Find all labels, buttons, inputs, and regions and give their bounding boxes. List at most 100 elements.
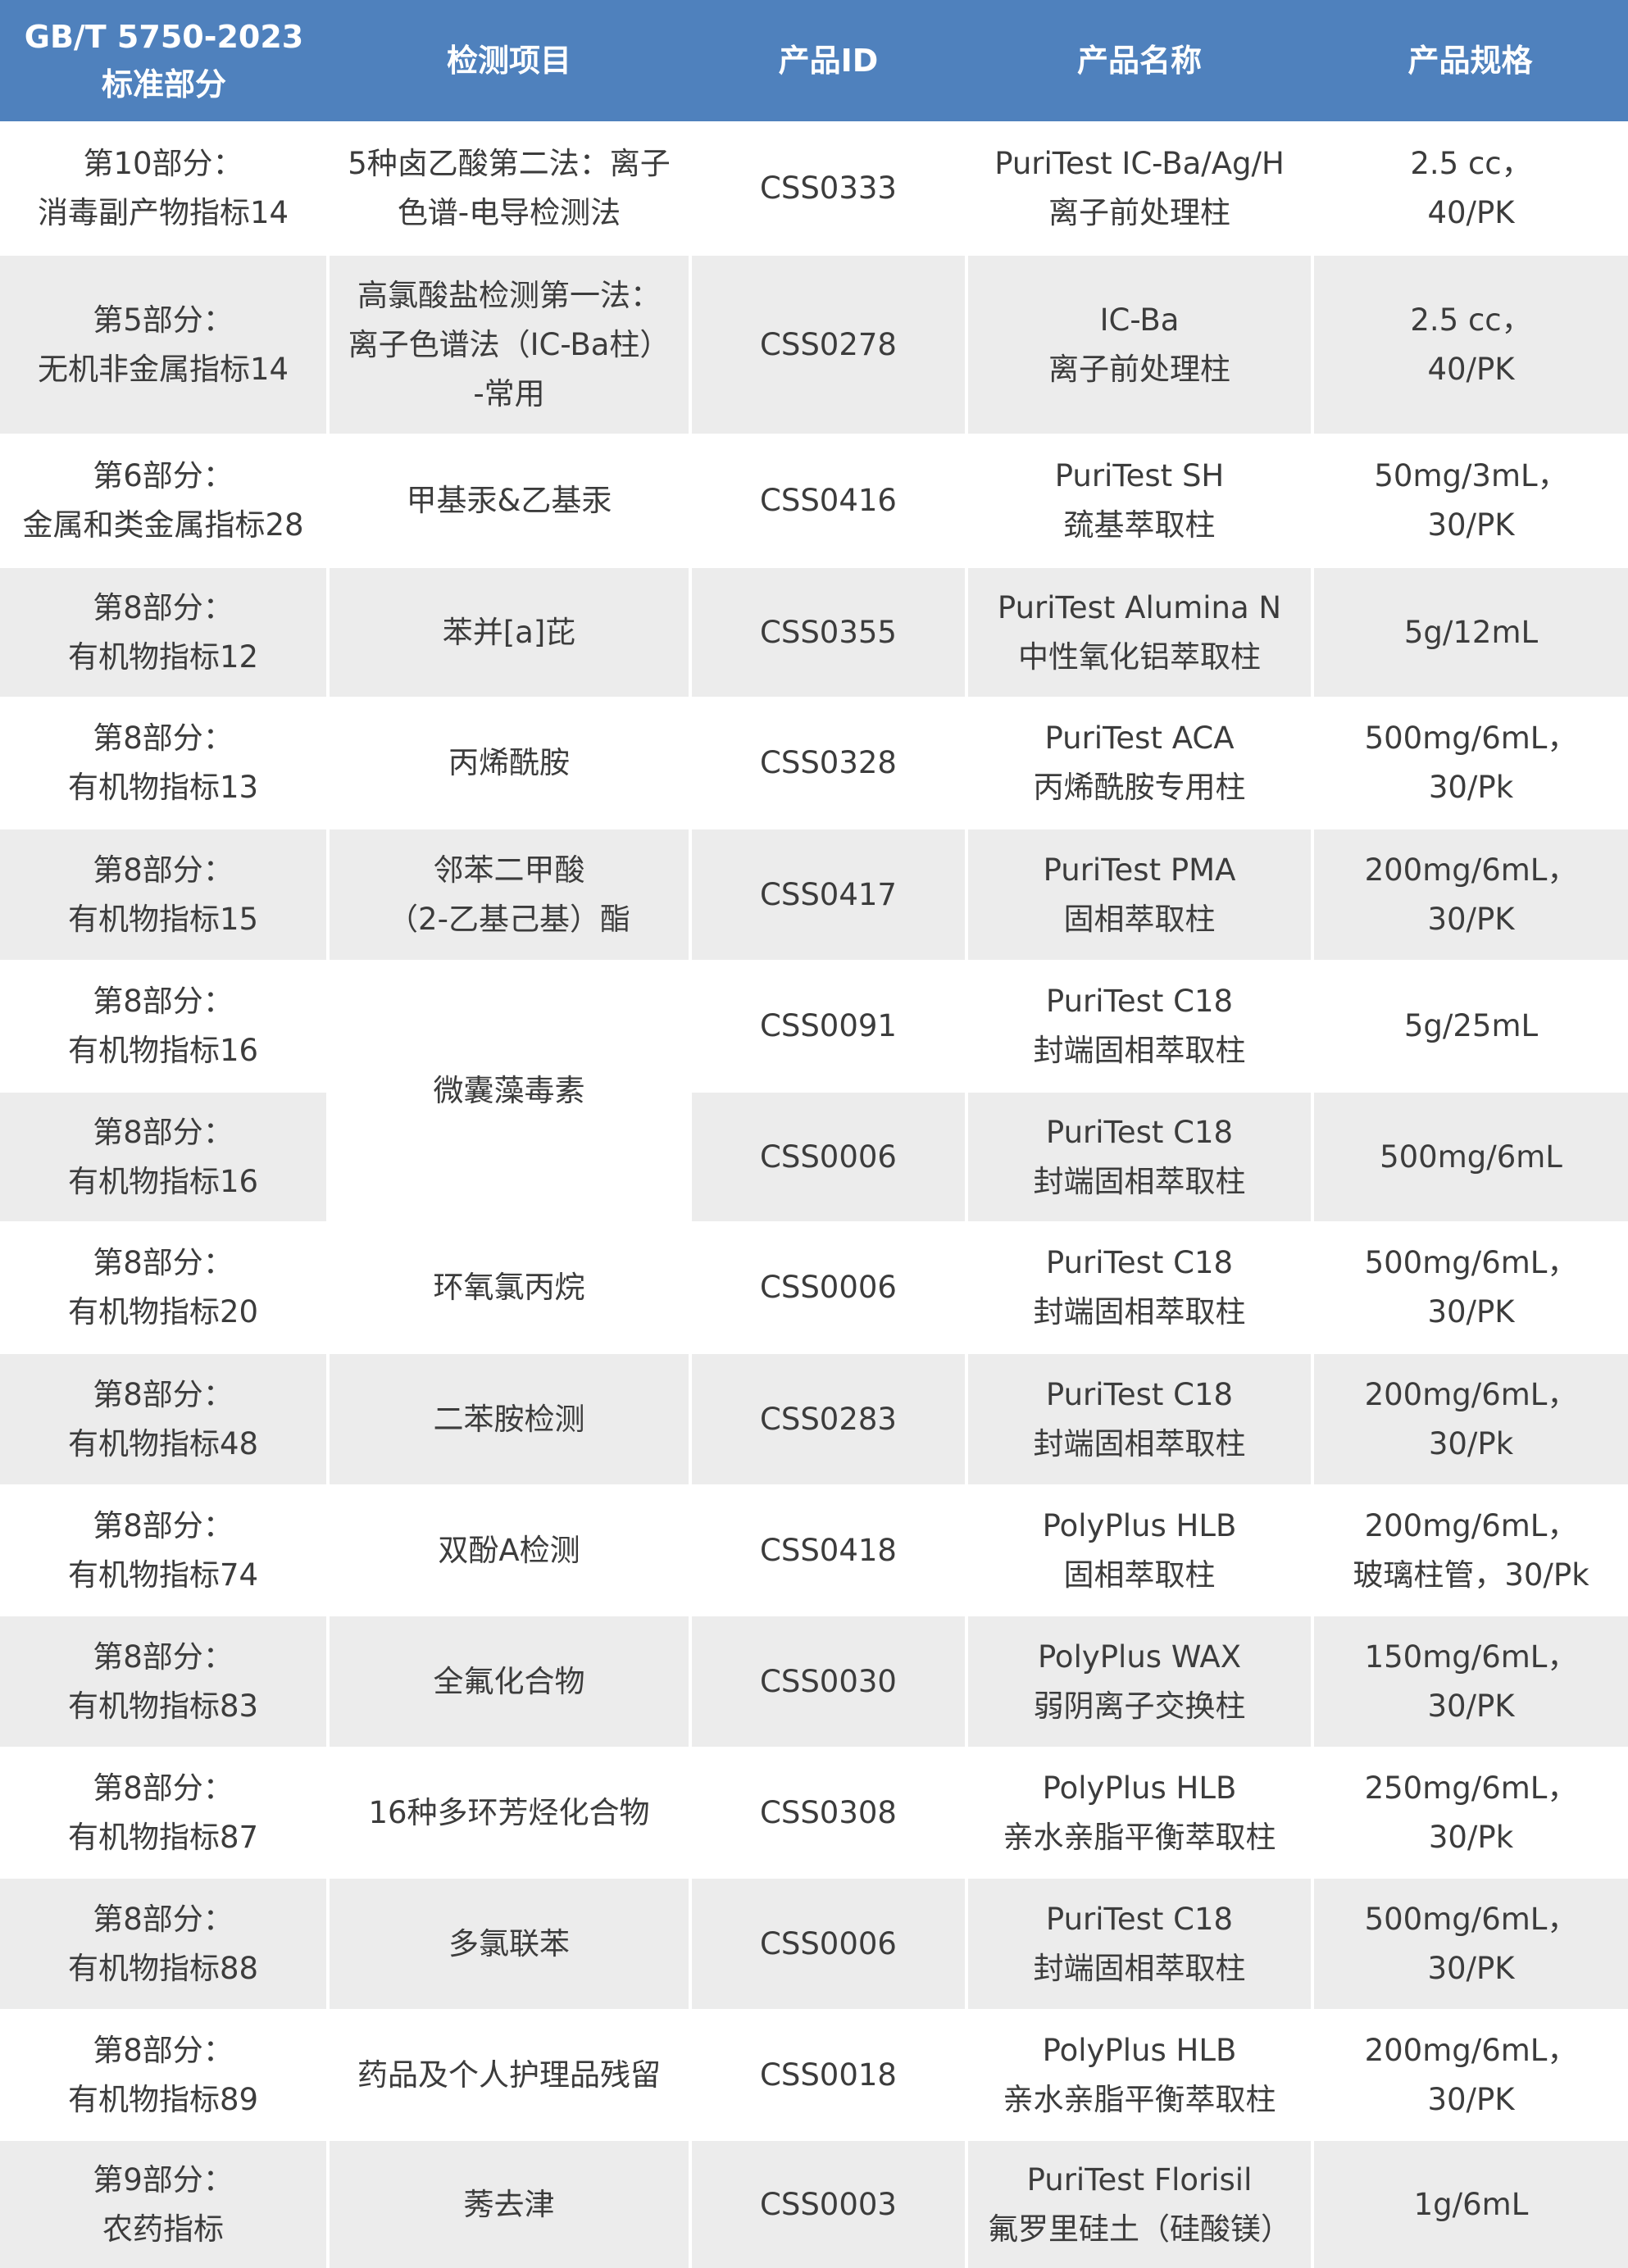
product-id-cell: CSS0003 [690,2141,968,2268]
product-spec-cell: 200mg/6mL， 30/PK [1312,829,1628,960]
product-id-cell: CSS0283 [690,1354,968,1484]
test-item-cell: 高氯酸盐检测第一法： 离子色谱法（IC-Ba柱） -常用 [328,256,692,434]
product-id-cell: CSS0091 [690,960,968,1093]
standard-part-cell: 第8部分： 有机物指标16 [0,960,330,1093]
product-spec-cell: 200mg/6mL， 玻璃柱管，30/Pk [1312,1484,1628,1616]
product-name-cell: PuriTest C18 封端固相萃取柱 [966,1354,1314,1484]
table-row: 第6部分： 金属和类金属指标28 甲基汞&乙基汞 CSS0416 PuriTest S… [0,434,1628,568]
header-standard-part: GB/T 5750-2023 标准部分 [0,0,328,121]
test-item-cell: 二苯胺检测 [328,1354,692,1484]
product-spec-cell: 500mg/6mL [1312,1093,1628,1221]
product-id-cell: CSS0355 [690,568,968,697]
product-name-cell: IC-Ba 离子前处理柱 [966,256,1314,434]
product-name-cell: PuriTest C18 封端固相萃取柱 [966,1093,1314,1221]
test-item-cell: 丙烯酰胺 [328,697,692,829]
standard-part-cell: 第8部分： 有机物指标88 [0,1879,330,2009]
table-header-row: GB/T 5750-2023 标准部分 检测项目 产品ID 产品名称 产品规格 [0,0,1628,121]
test-item-cell: 邻苯二甲酸 （2-乙基己基）酯 [328,829,692,960]
product-name-cell: PuriTest C18 封端固相萃取柱 [966,960,1314,1093]
standard-part-cell: 第8部分： 有机物指标89 [0,2009,330,2141]
product-spec-cell: 2.5 cc， 40/PK [1312,256,1628,434]
test-item-cell: 多氯联苯 [328,1879,692,2009]
product-id-cell: CSS0278 [690,256,968,434]
table-row: 第8部分： 有机物指标13 丙烯酰胺 CSS0328 PuriTest ACA 丙烯酰… [0,697,1628,829]
test-item-cell: 16种多环芳烃化合物 [328,1747,692,1879]
product-spec-cell: 50mg/3mL， 30/PK [1312,434,1628,568]
product-name-cell: PuriTest ACA 丙烯酰胺专用柱 [966,697,1314,829]
header-product-spec: 产品规格 [1312,0,1628,121]
table-row: 第8部分： 有机物指标16 CSS0006 PuriTest C18 封端固相萃取柱… [0,1093,1628,1221]
standard-part-cell: 第8部分： 有机物指标12 [0,568,330,697]
product-name-cell: PuriTest Alumina N 中性氧化铝萃取柱 [966,568,1314,697]
product-name-cell: PolyPlus HLB 亲水亲脂平衡萃取柱 [966,1747,1314,1879]
table-row: 第8部分： 有机物指标88 多氯联苯 CSS0006 PuriTest C18 封端固… [0,1879,1628,2009]
product-name-cell: PuriTest PMA 固相萃取柱 [966,829,1314,960]
product-spec-cell: 500mg/6mL， 30/PK [1312,1879,1628,2009]
standard-part-cell: 第8部分： 有机物指标20 [0,1221,330,1354]
product-id-cell: CSS0018 [690,2009,968,2141]
standard-part-cell: 第5部分： 无机非金属指标14 [0,256,330,434]
product-spec-cell: 5g/12mL [1312,568,1628,697]
standard-part-cell: 第10部分： 消毒副产物指标14 [0,121,330,256]
test-item-cell: 甲基汞&乙基汞 [328,434,692,568]
product-spec-cell: 200mg/6mL， 30/PK [1312,2009,1628,2141]
standard-part-cell: 第8部分： 有机物指标83 [0,1616,330,1747]
header-product-id: 产品ID [690,0,966,121]
product-name-cell: PuriTest Florisil 氟罗里硅土（硅酸镁） [966,2141,1314,2268]
table-row: 第8部分： 有机物指标89 药品及个人护理品残留 CSS0018 PolyPlus H… [0,2009,1628,2141]
table-row: 第8部分： 有机物指标12 苯并[a]芘 CSS0355 PuriTest Alumi… [0,568,1628,697]
standard-part-cell: 第8部分： 有机物指标13 [0,697,330,829]
product-name-cell: PuriTest SH 巯基萃取柱 [966,434,1314,568]
product-id-cell: CSS0006 [690,1221,968,1354]
test-item-cell: 双酚A检测 [328,1484,692,1616]
product-spec-cell: 150mg/6mL， 30/PK [1312,1616,1628,1747]
product-name-cell: PuriTest C18 封端固相萃取柱 [966,1221,1314,1354]
table-row: 第9部分： 农药指标 莠去津 CSS0003 PuriTest Florisil 氟罗… [0,2141,1628,2268]
product-name-cell: PuriTest IC-Ba/Ag/H 离子前处理柱 [966,121,1314,256]
standard-part-cell: 第8部分： 有机物指标48 [0,1354,330,1484]
table-row: 第8部分： 有机物指标48 二苯胺检测 CSS0283 PuriTest C18 封端… [0,1354,1628,1484]
product-spec-cell: 500mg/6mL， 30/Pk [1312,697,1628,829]
product-id-cell: CSS0328 [690,697,968,829]
table-row: 第8部分： 有机物指标87 16种多环芳烃化合物 CSS0308 PolyPlus H… [0,1747,1628,1879]
table-row: 第8部分： 有机物指标16 微囊藻毒素 CSS0091 PuriTest C18 封端… [0,960,1628,1221]
product-name-cell: PuriTest C18 封端固相萃取柱 [966,1879,1314,2009]
table-body: 第10部分： 消毒副产物指标14 5种卤乙酸第二法：离子 色谱-电导检测法 CSS0… [0,121,1628,2268]
product-name-cell: PolyPlus WAX 弱阴离子交换柱 [966,1616,1314,1747]
table-row: 第8部分： 有机物指标20 环氧氯丙烷 CSS0006 PuriTest C18 封端… [0,1221,1628,1354]
standard-part-cell: 第8部分： 有机物指标15 [0,829,330,960]
product-id-cell: CSS0030 [690,1616,968,1747]
test-item-cell: 莠去津 [328,2141,692,2268]
test-item-cell: 微囊藻毒素 [328,960,692,1221]
product-name-cell: PolyPlus HLB 亲水亲脂平衡萃取柱 [966,2009,1314,2141]
test-item-cell: 苯并[a]芘 [328,568,692,697]
standard-part-cell: 第8部分： 有机物指标74 [0,1484,330,1616]
product-id-cell: CSS0006 [690,1879,968,2009]
test-item-cell: 环氧氯丙烷 [328,1221,692,1354]
standard-part-cell: 第6部分： 金属和类金属指标28 [0,434,330,568]
test-item-cell: 药品及个人护理品残留 [328,2009,692,2141]
table-row: 第10部分： 消毒副产物指标14 5种卤乙酸第二法：离子 色谱-电导检测法 CSS0… [0,121,1628,256]
table-row: 第8部分： 有机物指标74 双酚A检测 CSS0418 PolyPlus HLB 固相… [0,1484,1628,1616]
table-row: 第5部分： 无机非金属指标14 高氯酸盐检测第一法： 离子色谱法（IC-Ba柱） … [0,256,1628,434]
product-spec-cell: 2.5 cc， 40/PK [1312,121,1628,256]
standard-part-cell: 第9部分： 农药指标 [0,2141,330,2268]
test-item-cell: 5种卤乙酸第二法：离子 色谱-电导检测法 [328,121,692,256]
table-row: 第8部分： 有机物指标83 全氟化合物 CSS0030 PolyPlus WAX 弱阴… [0,1616,1628,1747]
product-name-cell: PolyPlus HLB 固相萃取柱 [966,1484,1314,1616]
product-id-cell: CSS0308 [690,1747,968,1879]
test-item-cell: 全氟化合物 [328,1616,692,1747]
standard-part-cell: 第8部分： 有机物指标16 [0,1093,330,1221]
product-spec-cell: 500mg/6mL， 30/PK [1312,1221,1628,1354]
table-row: 第8部分： 有机物指标15 邻苯二甲酸 （2-乙基己基）酯 CSS0417 PuriT… [0,829,1628,960]
product-spec-cell: 1g/6mL [1312,2141,1628,2268]
product-spec-cell: 250mg/6mL， 30/Pk [1312,1747,1628,1879]
header-test-item: 检测项目 [328,0,690,121]
product-id-cell: CSS0333 [690,121,968,256]
product-id-cell: CSS0006 [690,1093,968,1221]
header-product-name: 产品名称 [966,0,1312,121]
product-id-cell: CSS0416 [690,434,968,568]
product-id-cell: CSS0417 [690,829,968,960]
product-spec-cell: 5g/25mL [1312,960,1628,1093]
